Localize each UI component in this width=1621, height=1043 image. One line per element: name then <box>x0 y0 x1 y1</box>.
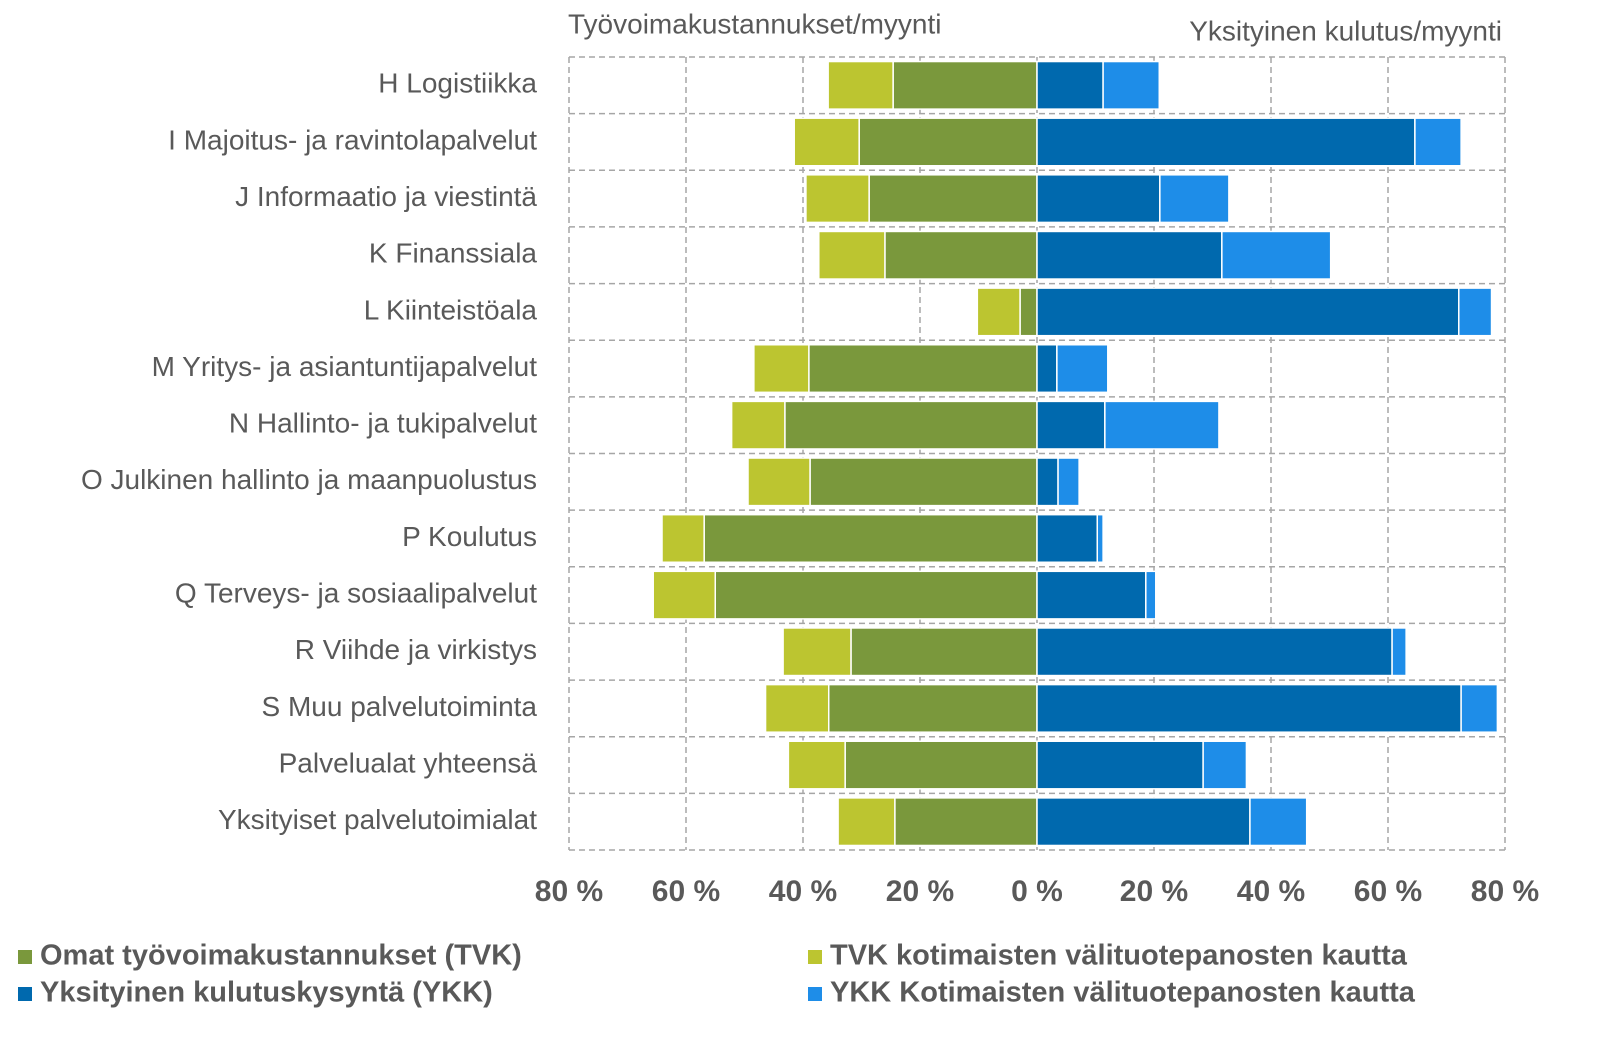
legend-swatch <box>18 987 32 1001</box>
bar <box>1145 570 1157 620</box>
bar <box>1036 287 1460 337</box>
bar <box>703 513 1038 564</box>
bar <box>1036 117 1416 167</box>
x-tick-label: 40 % <box>769 875 837 908</box>
bar <box>1057 457 1080 507</box>
bar <box>764 683 830 733</box>
x-tick-label: 40 % <box>1237 875 1305 908</box>
bar <box>1460 683 1499 733</box>
bar <box>1056 343 1109 394</box>
bar <box>850 627 1038 677</box>
bar <box>753 343 810 394</box>
category-label: O Julkinen hallinto ja maanpuolustus <box>81 464 537 495</box>
x-tick-label: 80 % <box>1471 875 1539 908</box>
x-tick-label: 20 % <box>886 875 954 908</box>
category-label: H Logistiikka <box>378 68 537 99</box>
bar <box>1159 174 1230 224</box>
bar <box>827 60 894 110</box>
category-label: K Finanssiala <box>369 238 538 269</box>
category-label: J Informaatio ja viestintä <box>235 181 537 212</box>
bar <box>714 570 1038 620</box>
bar <box>884 230 1038 280</box>
category-label: R Viihde ja virkistys <box>295 634 537 665</box>
category-label: P Koulutus <box>402 521 537 552</box>
bar <box>837 797 896 847</box>
bar <box>1414 117 1462 167</box>
bar <box>868 174 1038 224</box>
bar <box>894 797 1038 847</box>
bar <box>1096 513 1104 564</box>
bar <box>1036 683 1462 733</box>
bar <box>1036 513 1099 564</box>
bar <box>1019 287 1038 337</box>
legend-swatch <box>808 987 822 1001</box>
bar <box>782 627 852 677</box>
x-tick-label: 80 % <box>535 875 603 908</box>
bar <box>652 570 716 620</box>
bar <box>1036 230 1223 280</box>
bar <box>1104 400 1220 450</box>
bar <box>1036 60 1104 110</box>
bar <box>1036 797 1251 847</box>
legend-label: TVK kotimaisten välituotepanosten kautta <box>830 940 1408 972</box>
left-title: Työvoimakustannukset/myynti <box>568 8 942 39</box>
category-label: Yksityiset palvelutoimialat <box>218 804 537 835</box>
bar <box>793 117 860 167</box>
bar <box>858 117 1038 167</box>
legend-label: Omat työvoimakustannukset (TVK) <box>40 940 522 972</box>
bar <box>784 400 1038 450</box>
legend-swatch <box>18 950 32 964</box>
bar <box>808 343 1038 394</box>
legend-swatch <box>808 950 822 964</box>
x-tick-label: 60 % <box>1354 875 1422 908</box>
bar <box>1391 627 1407 677</box>
category-label: I Majoitus- ja ravintolapalvelut <box>168 124 537 155</box>
bar <box>827 683 1038 733</box>
category-label: L Kiinteistöala <box>364 294 538 325</box>
bar <box>1036 174 1161 224</box>
bar <box>787 740 846 790</box>
bar <box>1036 627 1393 677</box>
bar <box>805 174 870 224</box>
category-label: S Muu palvelutoiminta <box>262 691 538 722</box>
bar <box>1036 400 1106 450</box>
category-label: M Yritys- ja asiantuntijapalvelut <box>152 351 538 382</box>
bar <box>1458 287 1493 337</box>
x-tick-label: 60 % <box>652 875 720 908</box>
x-tick-label: 20 % <box>1120 875 1188 908</box>
bar <box>1221 230 1332 280</box>
category-label: Q Terveys- ja sosiaalipalvelut <box>175 577 537 608</box>
category-label: N Hallinto- ja tukipalvelut <box>229 408 537 439</box>
legend-label: Yksityinen kulutuskysyntä (YKK) <box>40 977 493 1009</box>
bar <box>1036 457 1059 507</box>
bar <box>747 457 811 507</box>
bar <box>1249 797 1308 847</box>
bar <box>1202 740 1248 790</box>
right-title: Yksityinen kulutus/myynti <box>1189 15 1502 46</box>
bar <box>1036 740 1204 790</box>
bar <box>892 60 1038 110</box>
bar <box>976 287 1021 337</box>
bar <box>818 230 886 280</box>
legend-label: YKK Kotimaisten välituotepanosten kautta <box>830 977 1416 1009</box>
bar <box>661 513 705 564</box>
bar <box>809 457 1038 507</box>
bar <box>1102 60 1161 110</box>
bar <box>1036 343 1058 394</box>
bar <box>844 740 1038 790</box>
bar <box>730 400 786 450</box>
bar <box>1036 570 1147 620</box>
category-label: Palvelualat yhteensä <box>279 747 538 778</box>
x-tick-label: 0 % <box>1011 875 1063 908</box>
